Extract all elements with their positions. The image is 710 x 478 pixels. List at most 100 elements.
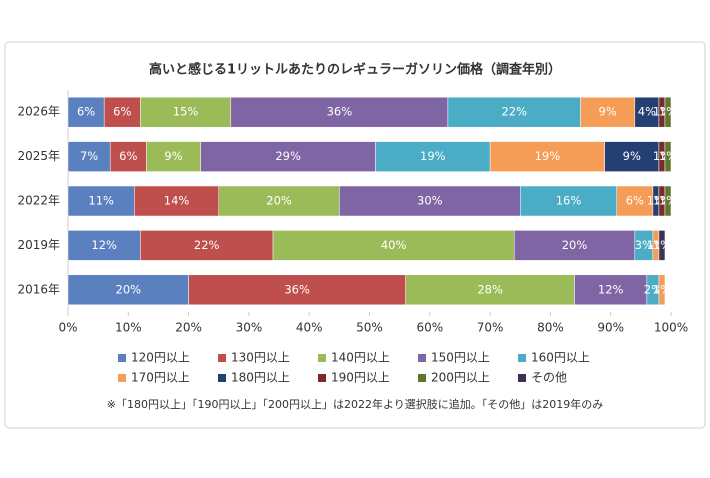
- bar-segment: [109, 141, 147, 172]
- legend-label: 200円以上: [431, 371, 490, 385]
- x-tick-label: 70%: [477, 321, 504, 335]
- x-tick-label: 60%: [416, 321, 443, 335]
- x-tick-label: 30%: [236, 321, 263, 335]
- bar-segment: [664, 141, 672, 172]
- bar-segment: [520, 185, 617, 217]
- legend-swatch: [518, 354, 526, 362]
- bar-segment: [580, 96, 636, 128]
- data-label: 20%: [116, 282, 142, 296]
- legend-swatch: [518, 374, 526, 382]
- data-label: 16%: [556, 194, 582, 208]
- data-label: 4%: [638, 105, 656, 119]
- legend-label: 130円以上: [231, 351, 290, 365]
- bar-segment: [67, 141, 111, 172]
- bar-segment: [664, 96, 672, 128]
- data-label: 6%: [113, 105, 131, 119]
- bar-segment: [616, 185, 654, 217]
- y-tick-label: 2026年: [17, 105, 60, 119]
- bar-segment: [200, 141, 376, 172]
- y-tick-label: 2025年: [17, 149, 60, 163]
- legend-swatch: [118, 374, 126, 382]
- bar-segment: [67, 185, 135, 217]
- data-label: 12%: [91, 238, 117, 252]
- data-label: 11%: [88, 194, 114, 208]
- legend-swatch: [318, 354, 326, 362]
- legend-swatch: [418, 354, 426, 362]
- chart-title: 高いと感じる1リットルあたりのレギュラーガソリン価格（調査年別）: [149, 62, 561, 78]
- data-label: 7%: [80, 149, 98, 163]
- y-tick-label: 2022年: [17, 194, 60, 208]
- legend-label: 180円以上: [231, 371, 290, 385]
- bar-segment: [188, 274, 406, 306]
- x-tick-label: 40%: [296, 321, 323, 335]
- data-label: 36%: [327, 105, 353, 119]
- bar-segment: [405, 274, 575, 306]
- data-label: 12%: [598, 282, 624, 296]
- data-label: 19%: [420, 149, 446, 163]
- x-tick-label: 80%: [537, 321, 564, 335]
- bar-segment: [447, 96, 581, 128]
- y-tick-label: 2019年: [17, 238, 60, 252]
- x-tick-label: 20%: [175, 321, 202, 335]
- legend-swatch: [118, 354, 126, 362]
- data-label: 9%: [599, 105, 617, 119]
- bar-segment: [375, 141, 491, 172]
- x-tick-label: 100%: [654, 321, 688, 335]
- bar-segment: [67, 96, 105, 128]
- data-label: 14%: [164, 194, 190, 208]
- y-tick-label: 2016年: [17, 282, 60, 296]
- annotation: ※「180円以上」「190円以上」「200円以上」は2022年より選択肢に追加。…: [107, 397, 603, 411]
- bar-segment: [134, 185, 219, 217]
- data-label: 28%: [477, 282, 503, 296]
- legend-label: 140円以上: [331, 351, 390, 365]
- legend-label: 120円以上: [131, 351, 190, 365]
- legend-swatch: [318, 374, 326, 382]
- bar-segment: [140, 96, 232, 128]
- data-label: 6%: [77, 105, 95, 119]
- data-label: 1%: [653, 282, 671, 296]
- bar-segment: [489, 141, 605, 172]
- bar-segment: [574, 274, 648, 306]
- data-label: 22%: [501, 105, 527, 119]
- data-label: 20%: [562, 238, 588, 252]
- data-label: 9%: [623, 149, 641, 163]
- data-label: 15%: [173, 105, 199, 119]
- data-label: 19%: [535, 149, 561, 163]
- data-label: 3%: [635, 238, 653, 252]
- bar-segment: [664, 185, 672, 217]
- bar-segment: [658, 230, 666, 261]
- x-tick-label: 10%: [115, 321, 142, 335]
- legend-label: 190円以上: [331, 371, 390, 385]
- legend-swatch: [418, 374, 426, 382]
- legend-label: 160円以上: [531, 351, 590, 365]
- bar-segment: [658, 274, 666, 306]
- x-tick-label: 0%: [58, 321, 77, 335]
- bar-segment: [140, 230, 274, 261]
- x-tick-label: 50%: [356, 321, 383, 335]
- legend-swatch: [218, 354, 226, 362]
- data-label: 22%: [194, 238, 220, 252]
- legend-swatch: [218, 374, 226, 382]
- data-label: 1%: [653, 238, 671, 252]
- data-label: 1%: [659, 149, 677, 163]
- legend-label: 170円以上: [131, 371, 190, 385]
- data-label: 1%: [659, 105, 677, 119]
- data-label: 9%: [164, 149, 182, 163]
- data-label: 30%: [417, 194, 443, 208]
- data-label: 2%: [644, 282, 662, 296]
- bar-segment: [513, 230, 636, 261]
- bar-segment: [67, 230, 141, 261]
- legend-label: 150円以上: [431, 351, 490, 365]
- x-tick-label: 90%: [597, 321, 624, 335]
- bar-segment: [67, 274, 189, 306]
- bar-segment: [230, 96, 449, 128]
- data-label: 36%: [284, 282, 310, 296]
- data-label: 1%: [659, 194, 677, 208]
- data-label: 40%: [381, 238, 407, 252]
- bar-segment: [604, 141, 660, 172]
- bar-segment: [634, 96, 660, 128]
- data-label: 29%: [275, 149, 301, 163]
- data-label: 6%: [119, 149, 137, 163]
- legend-label: その他: [531, 371, 567, 385]
